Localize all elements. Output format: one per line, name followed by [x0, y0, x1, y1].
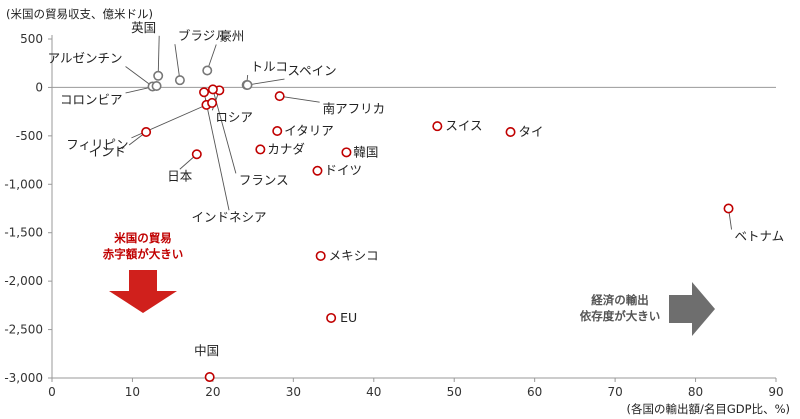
leader-line — [279, 95, 320, 103]
point-label: インド — [89, 144, 127, 159]
x-tick-label: 60 — [527, 385, 542, 399]
data-point-南アフリカ — [274, 91, 285, 102]
point-label: ロシア — [215, 109, 253, 124]
point-label: コロンビア — [60, 92, 123, 107]
data-point-ブラジル — [174, 75, 185, 86]
y-tick-label: 500 — [20, 32, 43, 46]
axes — [51, 35, 776, 379]
data-point-中国 — [204, 372, 215, 383]
point-label: フィリピン — [66, 137, 128, 152]
data-point-日本 — [191, 149, 202, 160]
y-tick-label: -2,500 — [4, 323, 43, 337]
point-label: タイ — [519, 124, 544, 139]
data-point-タイ — [505, 126, 516, 137]
leader-line — [157, 35, 160, 76]
deficit-annotation: 米国の貿易 赤字額が大きい — [103, 231, 184, 313]
x-axis-title: (各国の輸出額/名目GDP比、%) — [627, 402, 790, 416]
x-tick-label: 80 — [688, 385, 703, 399]
leader-line — [247, 78, 285, 86]
x-tick-label: 10 — [125, 385, 140, 399]
point-label: 南アフリカ — [323, 101, 386, 116]
y-tick-label: -2,000 — [4, 274, 43, 288]
y-tick-label: -500 — [16, 129, 43, 143]
data-point-英国 — [153, 70, 164, 81]
x-tick-label: 50 — [447, 385, 462, 399]
x-tick-label: 20 — [205, 385, 220, 399]
data-point-韓国 — [341, 147, 352, 158]
point-label: イタリア — [284, 123, 334, 138]
point-label: アルゼンチン — [48, 50, 123, 65]
leader-line — [125, 66, 153, 87]
point-label: ベトナム — [735, 229, 785, 244]
x-tick-label: 90 — [768, 385, 783, 399]
point-label: ブラジル — [178, 28, 228, 43]
y-tick-label: -1,500 — [4, 226, 43, 240]
data-point-カナダ — [255, 144, 266, 155]
y-tick-labels: 500 0 -500 -1,000 -1,500 -2,000 -2,500 -3,000 — [4, 32, 52, 385]
point-label: ドイツ — [324, 163, 362, 178]
dependence-annotation-line2: 依存度が大きい — [580, 309, 661, 323]
data-point-イタリア — [272, 126, 283, 137]
point-label: カナダ — [267, 141, 305, 156]
point-label: フランス — [239, 172, 289, 187]
dependence-annotation-line1: 経済の輸出 — [591, 293, 649, 307]
deficit-annotation-line2: 赤字額が大きい — [103, 247, 184, 261]
y-tick-label: -1,000 — [4, 177, 43, 191]
leader-line — [203, 92, 230, 211]
data-point-メキシコ — [315, 250, 326, 261]
point-label: 日本 — [167, 168, 193, 183]
label-leader-lines — [125, 35, 732, 230]
data-point-フランス — [207, 84, 218, 95]
x-tick-label: 30 — [286, 385, 301, 399]
y-tick-label: -3,000 — [4, 371, 43, 385]
data-point-豪州 — [202, 65, 213, 76]
x-tick-label: 0 — [48, 385, 56, 399]
deficit-arrow-down-icon — [109, 270, 177, 313]
point-label: 韓国 — [353, 144, 378, 159]
data-points — [141, 65, 734, 383]
point-label: 中国 — [194, 343, 219, 358]
data-point-ドイツ — [312, 165, 323, 176]
point-label: スペイン — [287, 63, 336, 78]
data-point-ベトナム — [723, 203, 734, 214]
deficit-annotation-line1: 米国の貿易 — [113, 231, 172, 245]
data-point-スペイン — [242, 80, 253, 91]
point-label: メキシコ — [329, 248, 379, 263]
x-tick-label: 70 — [607, 385, 622, 399]
data-point-unlabeled-12 — [207, 97, 218, 108]
point-label: スイス — [445, 118, 482, 133]
data-point-インド — [141, 126, 152, 137]
point-label: トルコ — [251, 59, 288, 74]
x-tick-labels: 0 10 20 30 40 50 60 70 80 90 — [48, 378, 784, 399]
y-tick-label: 0 — [35, 80, 43, 94]
dependence-annotation: 経済の輸出 依存度が大きい — [580, 282, 715, 336]
data-point-インドネシア — [199, 87, 210, 98]
y-axis-title: (米国の貿易収支、億米ドル) — [6, 7, 153, 21]
x-tick-label: 40 — [366, 385, 381, 399]
data-point-スイス — [432, 121, 443, 132]
point-label: インドネシア — [192, 209, 267, 224]
leader-line — [174, 44, 181, 81]
data-point-コロンビア — [151, 80, 162, 91]
point-label: EU — [340, 310, 357, 325]
dependence-arrow-right-icon — [669, 282, 715, 336]
point-label: 豪州 — [219, 28, 244, 43]
data-point-EU — [326, 312, 337, 323]
point-label: 英国 — [131, 20, 156, 35]
